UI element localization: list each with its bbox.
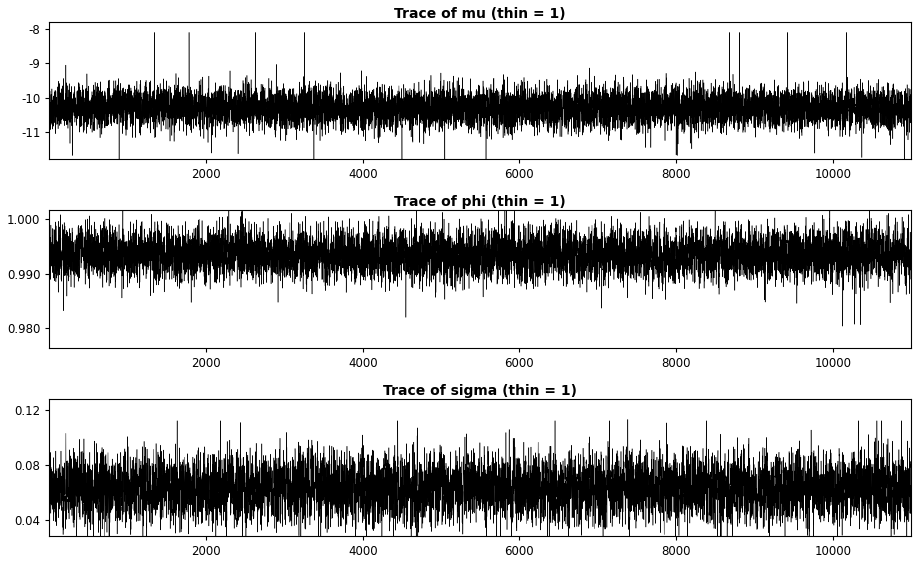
Title: Trace of sigma (thin = 1): Trace of sigma (thin = 1)	[383, 384, 577, 398]
Title: Trace of phi (thin = 1): Trace of phi (thin = 1)	[395, 195, 566, 209]
Title: Trace of mu (thin = 1): Trace of mu (thin = 1)	[395, 7, 566, 21]
